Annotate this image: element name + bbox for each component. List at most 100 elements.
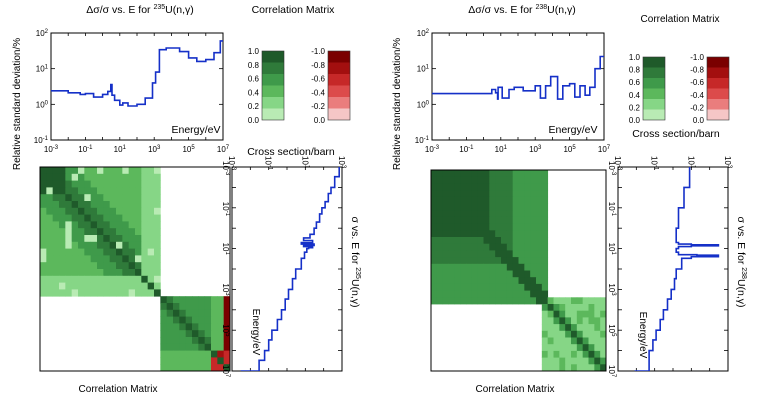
matrix-cell: [90, 214, 98, 222]
matrix-cell: [65, 282, 73, 290]
matrix-cell: [524, 283, 531, 291]
matrix-cell: [141, 201, 149, 209]
matrix-cell: [192, 303, 199, 311]
matrix-cell: [436, 270, 444, 278]
matrix-cell: [40, 262, 47, 270]
matrix-cell: [217, 303, 225, 311]
correlation-legend-left: 1.0 0.8 0.6 0.4 0.2 0.0 -1.0 -0.8 -0.6 -0.4 -0.2 0.…: [248, 47, 351, 125]
matrix-cell: [122, 248, 130, 256]
matrix-cell: [116, 289, 123, 297]
legend-tick-positive: 0.4: [629, 91, 641, 100]
matrix-cell: [553, 357, 560, 365]
matrix-cell: [185, 296, 193, 304]
matrix-cell: [78, 180, 85, 188]
matrix-cell: [571, 357, 578, 365]
matrix-cell: [460, 277, 467, 285]
matrix-cell: [524, 183, 531, 191]
matrix-cell: [128, 282, 136, 290]
matrix-cell: [71, 180, 79, 188]
matrix-cell: [141, 275, 149, 283]
uncertainty-xlabel-238: Energy/eV: [548, 124, 597, 136]
matrix-cell: [40, 228, 47, 236]
matrix-cell: [135, 228, 142, 236]
matrix-cell: [506, 216, 514, 224]
matrix-cell: [141, 173, 149, 181]
matrix-cell: [40, 167, 47, 175]
matrix-cell: [448, 283, 455, 291]
matrix-cell: [448, 270, 455, 278]
matrix-cell: [594, 337, 601, 345]
matrix-cell: [204, 337, 212, 345]
matrix-cell: [489, 277, 496, 285]
matrix-cell: [448, 170, 455, 178]
matrix-cell: [173, 364, 180, 372]
matrix-cell: [495, 270, 502, 278]
matrix-cell: [217, 343, 225, 351]
matrix-cell: [71, 207, 79, 215]
matrix-cell: [541, 263, 549, 271]
matrix-cell: [600, 304, 607, 312]
matrix-cell: [471, 210, 479, 218]
matrix-cell: [483, 170, 490, 178]
matrix-cell: [52, 289, 60, 297]
matrix-cell: [477, 237, 484, 245]
cross-section-ticks-238: 10-3 10-1 101 103 10-3 10-1 101 103 105 107: [607, 156, 732, 378]
matrix-cell: [431, 210, 438, 218]
matrix-cell: [431, 190, 438, 198]
matrix-cell: [454, 176, 461, 184]
matrix-cell: [46, 275, 54, 283]
matrix-cell: [40, 248, 47, 256]
matrix-cell: [483, 176, 490, 184]
matrix-cell: [141, 180, 149, 188]
matrix-cell: [128, 180, 136, 188]
matrix-cell: [103, 241, 111, 249]
matrix-cell: [594, 330, 601, 338]
matrix-cell: [477, 257, 484, 265]
matrix-cell: [103, 282, 111, 290]
uncertainty-title-238: Δσ/σ vs. E for 238U(n,γ): [468, 4, 576, 16]
matrix-cell: [576, 324, 584, 332]
matrix-cell: [506, 230, 514, 238]
matrix-cell: [154, 221, 161, 229]
cross-section-xlabel-238: Cross section/barn: [632, 128, 720, 140]
matrix-cell: [147, 187, 155, 195]
xs-tick-label-238: 103: [723, 156, 732, 169]
uncertainty-xlabel-235: Energy/eV: [171, 124, 220, 136]
matrix-cell: [97, 289, 104, 297]
matrix-cell: [179, 309, 187, 317]
matrix-cell: [59, 207, 66, 215]
matrix-cell: [97, 228, 104, 236]
legend-box-positive: [261, 50, 285, 121]
matrix-cell: [477, 183, 484, 191]
matrix-cell: [576, 310, 584, 318]
legend-swatch-positive: [643, 88, 665, 99]
matrix-cell: [128, 201, 136, 209]
matrix-cell: [211, 343, 218, 351]
matrix-cell: [179, 296, 187, 304]
matrix-cell: [97, 241, 104, 249]
matrix-cell: [442, 257, 449, 265]
matrix-cell: [477, 290, 484, 298]
xs-tick-label-238: 10-1: [650, 156, 659, 171]
matrix-cell: [147, 269, 155, 277]
matrix-cell: [501, 230, 508, 238]
matrix-cell: [135, 269, 142, 277]
legend-tick-negative: -1.0: [311, 47, 325, 56]
energy-tick-label-235: 107: [221, 365, 230, 378]
matrix-cell: [109, 282, 117, 290]
matrix-cell: [71, 282, 79, 290]
matrix-cell: [512, 297, 519, 305]
matrix-cell: [78, 207, 85, 215]
matrix-cell: [90, 180, 98, 188]
matrix-cell: [116, 275, 123, 283]
legend-tick-negative: 0.0: [314, 116, 326, 125]
matrix-cell: [518, 210, 525, 218]
matrix-cell: [78, 167, 85, 175]
matrix-cell: [84, 228, 92, 236]
matrix-cell: [40, 221, 47, 229]
matrix-cell: [147, 241, 155, 249]
matrix-cell: [40, 194, 47, 202]
matrix-cell: [204, 303, 212, 311]
matrix-cell: [518, 297, 525, 305]
matrix-cell: [122, 282, 130, 290]
